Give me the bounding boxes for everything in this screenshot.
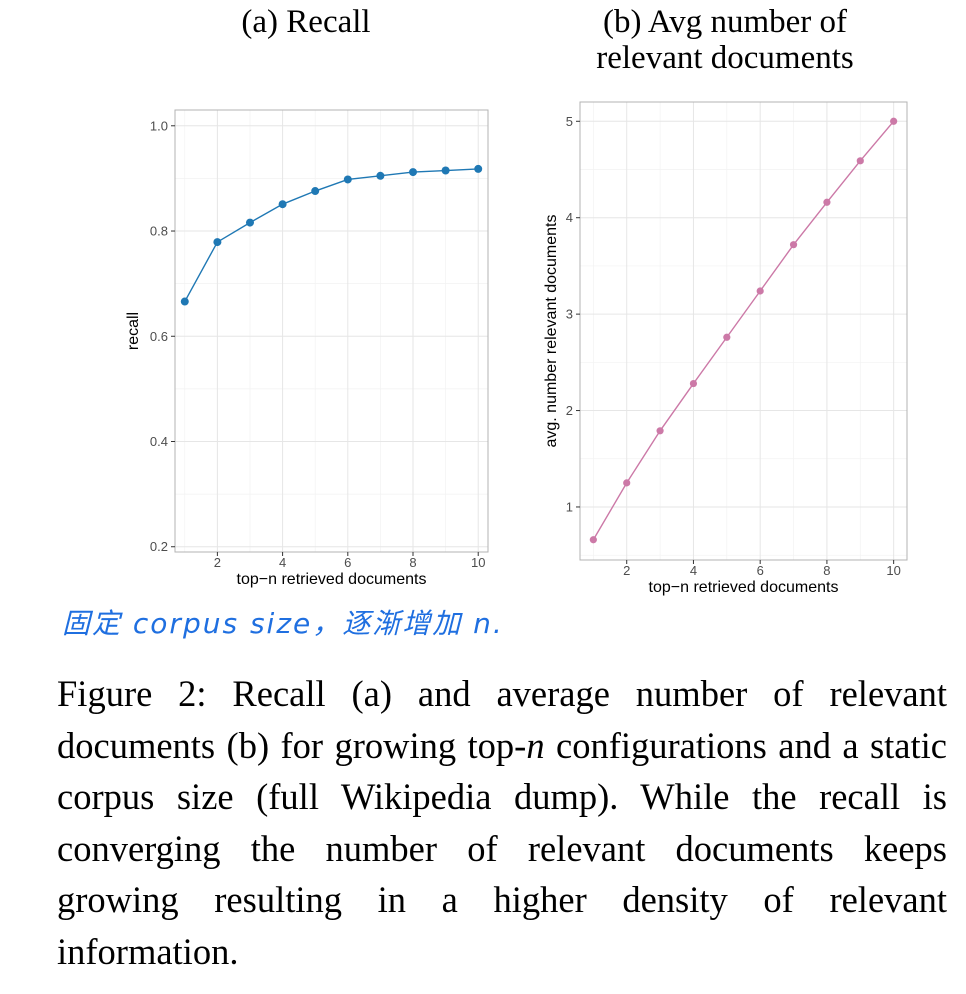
data-point: [311, 187, 320, 196]
x-tick-label: 10: [471, 555, 485, 570]
x-tick-label: 4: [279, 555, 286, 570]
y-tick-label: 0.4: [150, 434, 168, 449]
series-line: [184, 168, 479, 302]
x-tick-label: 2: [214, 555, 221, 570]
data-point: [278, 200, 287, 209]
caption-n: n: [526, 724, 545, 766]
plot-panel: [175, 110, 488, 552]
y-tick-label: 0.6: [150, 329, 168, 344]
figure-caption: Figure 2: Recall (a) and average number …: [57, 668, 947, 977]
y-tick-label: 0.8: [150, 224, 168, 239]
y-axis-label: recall: [125, 312, 142, 350]
chart-a-recall: 2 4 6 8 10 0.2 0.4 0.6 0.8 1.0 top−n retrieved doc…: [125, 109, 489, 588]
chart-b-title: (b) Avg number of relevant documents: [596, 4, 854, 76]
data-point: [441, 166, 450, 175]
chart-a-title: (a) Recall: [241, 4, 371, 40]
y-tick-label: 0.2: [150, 539, 168, 554]
data-point: [409, 168, 418, 177]
x-axis-label: top−n retrieved documents: [237, 571, 427, 588]
plot-border: [174, 109, 489, 553]
caption-text-2: configurations and a static corpus size …: [57, 724, 947, 972]
data-point: [376, 171, 385, 180]
data-point: [213, 238, 222, 247]
data-point: [180, 297, 189, 306]
data-point: [474, 164, 483, 173]
x-tick-label: 6: [344, 555, 351, 570]
x-tick-label: 8: [409, 555, 416, 570]
data-point: [343, 175, 352, 184]
y-tick-label: 1.0: [150, 118, 168, 133]
handwritten-note: 固定 corpus size，逐渐增加 n.: [62, 607, 504, 640]
data-point: [245, 218, 254, 227]
caption-text-1: Figure 2: Recall (a) and average number …: [57, 673, 947, 766]
